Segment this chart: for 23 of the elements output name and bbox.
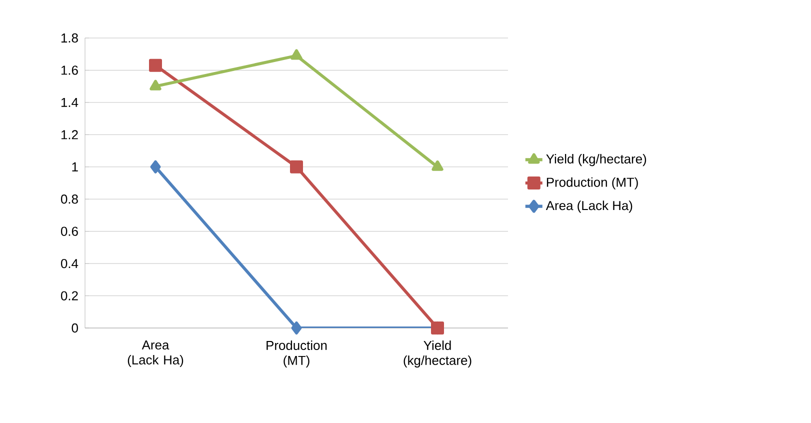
x-tick-label: Area (Lack Ha) — [128, 340, 184, 368]
y-tick-label: 1.8 — [61, 33, 78, 43]
y-tick-label: 0 — [72, 323, 78, 333]
legend-label: Production (MT) — [546, 177, 638, 190]
point — [149, 58, 162, 72]
y-tick-label: 1.4 — [61, 98, 78, 107]
y-tick-label: 0.4 — [60, 258, 78, 268]
y-tick-label: 0.6 — [60, 226, 78, 236]
legend-label: Yield (kg/hectare) — [546, 154, 646, 166]
y-tick-label: 0.8 — [60, 194, 78, 204]
y-tick-label: 0.2 — [60, 291, 78, 300]
y-tick-label: 1.2 — [61, 130, 78, 140]
y-tick-label: 1.6 — [61, 66, 78, 75]
point — [150, 160, 161, 174]
point — [150, 80, 162, 90]
point — [290, 160, 304, 174]
legend-label: Area (Lack Ha) — [546, 200, 632, 213]
x-tick-label: Production (MT) — [266, 340, 327, 368]
y-tick-label: 1 — [72, 162, 78, 172]
point — [291, 322, 302, 334]
point — [432, 160, 444, 171]
point — [290, 49, 302, 60]
x-tick-label: Yield (kg/hectare) — [404, 340, 472, 368]
